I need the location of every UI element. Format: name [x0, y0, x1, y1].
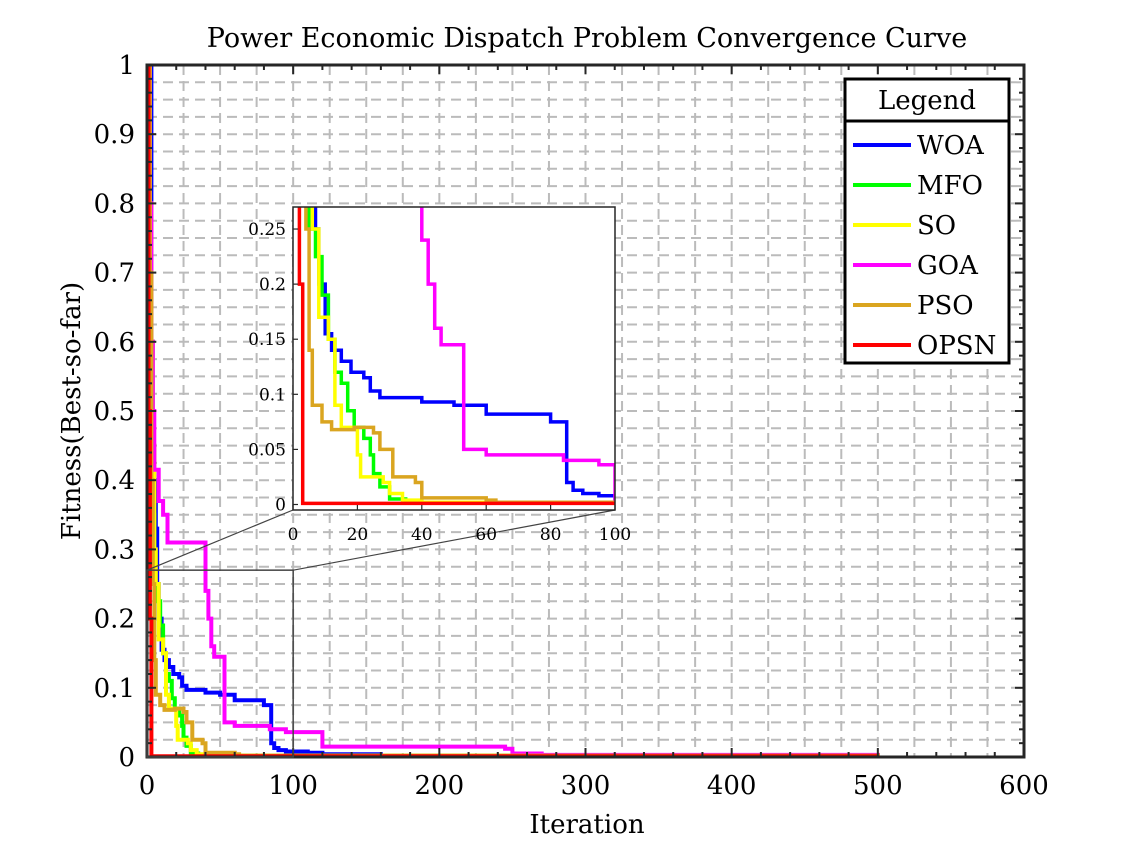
y-tick-label: 0.5 — [94, 397, 135, 427]
inset-series-line-woa — [313, 207, 615, 504]
legend-label-so: SO — [917, 211, 956, 241]
inset-x-tick-label: 40 — [411, 525, 433, 545]
inset-frame — [292, 206, 616, 511]
x-tick-label: 100 — [268, 771, 318, 801]
legend: Legend WOA MFO SO GOA PSO OPSN — [843, 77, 1011, 365]
zoom-connector — [146, 509, 294, 571]
inset-y-tick-label: 0.2 — [259, 275, 286, 295]
y-axis-label: Fitness(Best-so-far) — [57, 282, 87, 540]
inset-ticks — [292, 228, 616, 510]
inset-x-tick-label: 100 — [599, 525, 631, 545]
x-tick-label: 400 — [707, 771, 757, 801]
x-tick-label: 0 — [139, 771, 156, 801]
x-axis-label: Iteration — [529, 810, 644, 840]
legend-label-mfo: MFO — [917, 171, 983, 201]
inset-x-tick-label: 0 — [288, 525, 299, 545]
x-tick-label: 200 — [415, 771, 465, 801]
inset-y-tick-label: 0.05 — [248, 440, 286, 460]
inset-x-tick-label: 80 — [540, 525, 562, 545]
inset-series-line-so — [310, 207, 615, 505]
legend-label-pso: PSO — [917, 291, 974, 321]
y-tick-label: 0.4 — [94, 466, 135, 496]
inset-series-line-goa — [420, 207, 615, 503]
x-tick-label: 500 — [853, 771, 903, 801]
y-tick-label: 0 — [118, 743, 135, 773]
zoom-connector — [293, 509, 616, 571]
x-tick-label: 300 — [561, 771, 611, 801]
y-tick-label: 0.9 — [94, 120, 135, 150]
x-tick-label: 600 — [999, 771, 1049, 801]
y-tick-label: 0.7 — [94, 259, 135, 289]
inset-y-tick-label: 0.15 — [248, 330, 286, 350]
inset-x-tick-label: 20 — [347, 525, 369, 545]
inset-background — [293, 207, 615, 510]
inset-x-tick-label: 60 — [475, 525, 497, 545]
chart-title: Power Economic Dispatch Problem Converge… — [207, 23, 967, 54]
y-tick-label: 0.8 — [94, 189, 135, 219]
y-tick-label: 0.6 — [94, 328, 135, 358]
legend-label-goa: GOA — [917, 251, 979, 281]
y-tick-label: 0.1 — [94, 674, 135, 704]
axis-ticks — [146, 64, 1025, 758]
zoom-box — [146, 569, 294, 758]
legend-label-opsn: OPSN — [917, 331, 996, 361]
legend-title: Legend — [878, 86, 976, 116]
inset-series-lines — [297, 207, 615, 506]
inset-y-tick-label: 0 — [275, 495, 286, 515]
inset-plot-area: 0 20 40 60 80 100 0 0.05 0.1 0.15 0.2 0.25 — [248, 206, 631, 545]
inset-y-tick-label: 0.1 — [259, 385, 286, 405]
inset-y-tick-label: 0.25 — [248, 220, 286, 240]
y-tick-label: 0.2 — [94, 605, 135, 635]
legend-label-woa: WOA — [917, 131, 985, 161]
inset-series-line-opsn — [297, 207, 615, 506]
y-tick-label: 0.3 — [94, 535, 135, 565]
zoom-indicator — [146, 509, 616, 758]
y-tick-label: 1 — [118, 51, 135, 81]
legend-box — [843, 77, 1011, 365]
inset-series-line-pso — [304, 207, 615, 505]
